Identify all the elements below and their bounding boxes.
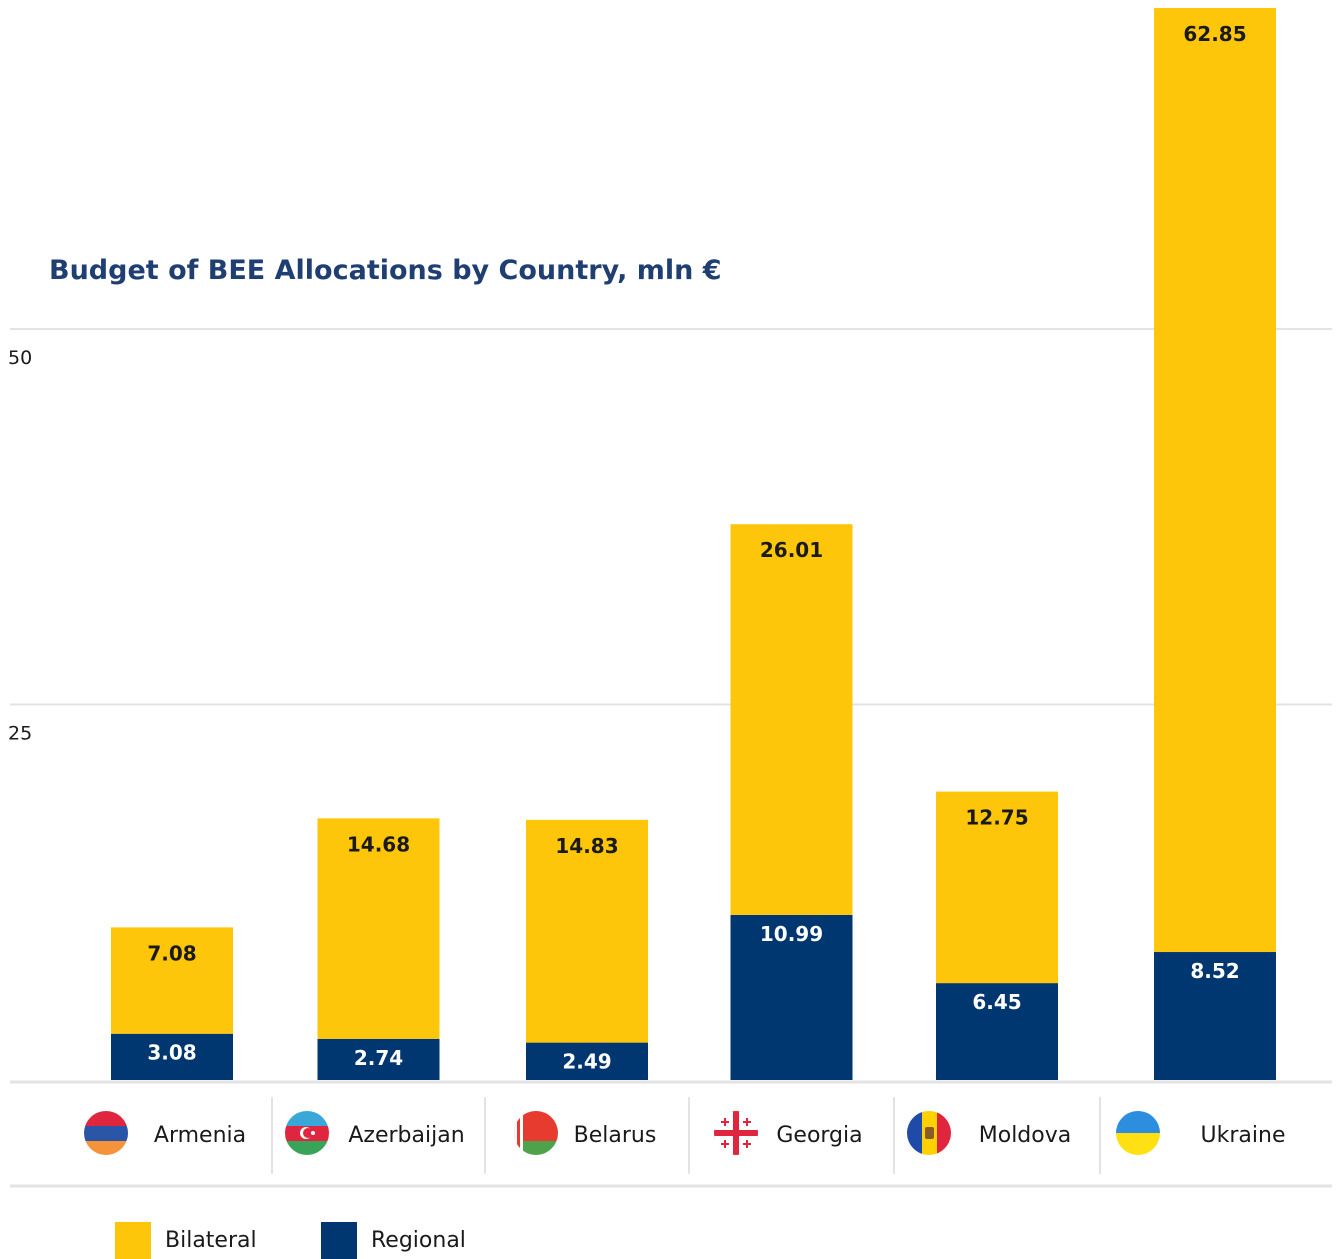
data-label-bilateral: 12.75 <box>965 806 1028 830</box>
data-label-regional: 8.52 <box>1190 959 1239 983</box>
legend-label-bilateral: Bilateral <box>165 1228 257 1253</box>
category-label-moldova: Moldova <box>979 1123 1071 1148</box>
bar-regional-azerbaijan <box>317 1038 440 1080</box>
legend-swatch-bilateral <box>115 1222 151 1259</box>
bar-regional-ukraine <box>1154 952 1276 1080</box>
data-label-regional: 3.08 <box>147 1041 196 1065</box>
data-label-regional: 6.45 <box>972 990 1021 1014</box>
category-label-belarus: Belarus <box>574 1123 657 1148</box>
belarus-flag-icon <box>514 1111 558 1155</box>
bar-regional-belarus <box>526 1042 648 1080</box>
bar-regional-moldova <box>936 983 1058 1080</box>
y-tick-label: 50 <box>8 347 32 369</box>
y-tick-label: 25 <box>8 722 32 744</box>
bar-regional-armenia <box>111 1033 233 1080</box>
data-label-bilateral: 62.85 <box>1183 22 1246 46</box>
bar-regional-georgia <box>730 914 853 1080</box>
moldova-flag-icon <box>907 1111 951 1155</box>
legend-label-regional: Regional <box>371 1228 466 1253</box>
data-labels: 7.08 3.08 14.68 2.74 14.83 2.49 26.01 10.99 12.7… <box>147 22 1246 1074</box>
ukraine-flag-icon <box>1116 1111 1160 1155</box>
data-label-regional: 10.99 <box>760 922 823 946</box>
category-label-georgia: Georgia <box>776 1123 862 1148</box>
bar-bilateral-georgia <box>730 524 853 915</box>
data-label-regional: 2.49 <box>562 1050 611 1074</box>
georgia-flag-icon <box>714 1111 758 1155</box>
data-label-bilateral: 26.01 <box>760 538 823 562</box>
azerbaijan-flag-icon <box>285 1111 329 1155</box>
legend-swatch-regional <box>321 1222 357 1259</box>
gridlines: 25 50 <box>8 327 1332 1188</box>
category-axis: Armenia Azerbaijan Belarus Georgia Moldova Uk… <box>84 1097 1285 1174</box>
data-label-bilateral: 14.68 <box>347 832 410 856</box>
bars <box>111 7 1276 1080</box>
armenia-flag-icon <box>84 1111 128 1155</box>
category-label-armenia: Armenia <box>154 1123 246 1148</box>
chart-title: Budget of BEE Allocations by Country, ml… <box>49 255 722 286</box>
bar-bilateral-azerbaijan <box>317 818 440 1039</box>
category-label-ukraine: Ukraine <box>1201 1123 1286 1148</box>
data-label-bilateral: 14.83 <box>555 834 618 858</box>
legend: Bilateral Regional <box>115 1222 466 1259</box>
bar-bilateral-armenia <box>111 927 233 1034</box>
bar-bilateral-ukraine <box>1154 7 1276 953</box>
category-label-azerbaijan: Azerbaijan <box>348 1123 464 1148</box>
bar-bilateral-belarus <box>526 819 648 1043</box>
data-label-bilateral: 7.08 <box>147 941 196 965</box>
bar-bilateral-moldova <box>936 791 1058 984</box>
data-label-regional: 2.74 <box>354 1046 403 1070</box>
